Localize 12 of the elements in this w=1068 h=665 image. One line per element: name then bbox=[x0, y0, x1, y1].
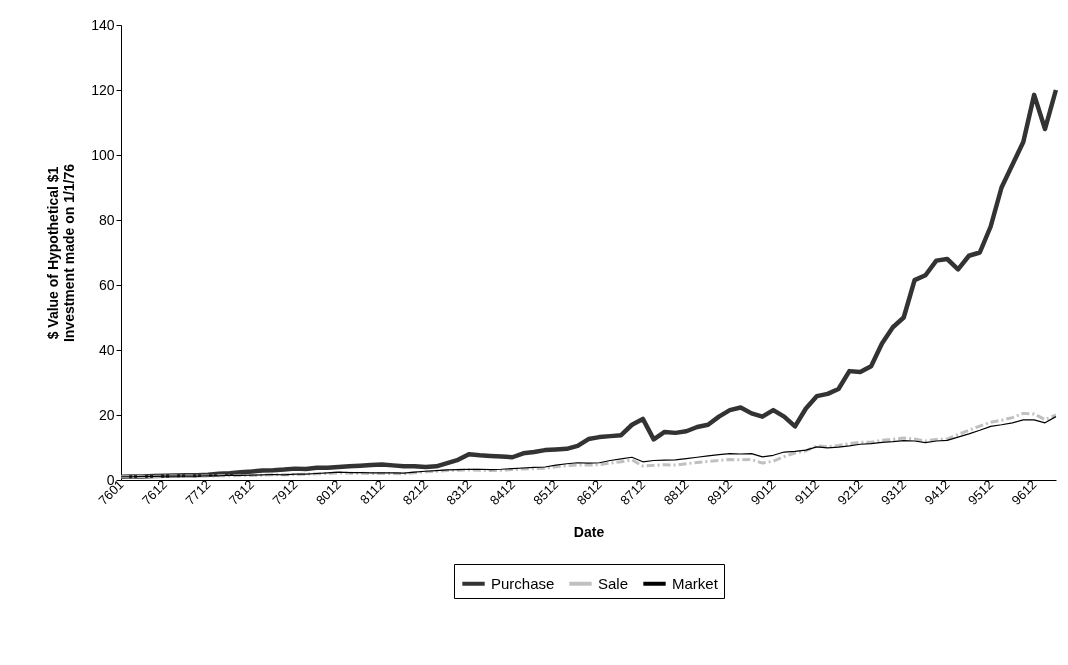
y-tick-label: 100 bbox=[91, 146, 115, 163]
y-tick-label: 40 bbox=[98, 341, 115, 358]
legend-label: Purchase bbox=[491, 574, 555, 592]
y-tick-label: 60 bbox=[98, 276, 115, 293]
y-tick-label: 20 bbox=[98, 406, 115, 423]
y-axis-title: $ Value of Hypothetical $1 Investment made on 1/1/76 bbox=[45, 163, 78, 343]
y-tick-label: 140 bbox=[91, 16, 115, 33]
legend-label: Market bbox=[672, 574, 719, 592]
y-tick-label: 120 bbox=[91, 81, 115, 98]
x-axis-title: Date bbox=[573, 523, 605, 540]
legend-label: Sale bbox=[598, 574, 629, 592]
y-tick-label: 80 bbox=[98, 211, 115, 228]
